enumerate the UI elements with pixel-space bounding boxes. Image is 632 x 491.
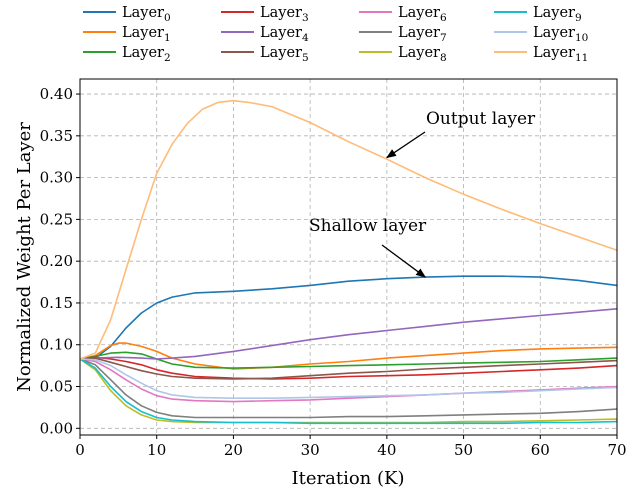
legend-label: Layer9: [533, 5, 582, 24]
legend-entry-layer3: Layer3: [221, 5, 309, 24]
legend-entry-layer11: Layer11: [494, 45, 588, 64]
series-line-layer6: [79, 358, 618, 403]
series-line-layer11: [79, 99, 618, 360]
series-line-layer10: [79, 358, 618, 399]
legend-entry-layer0: Layer0: [83, 5, 171, 24]
x-tick-label: 10: [147, 441, 166, 459]
legend-label: Layer4: [260, 25, 309, 44]
legend-label: Layer8: [398, 45, 447, 64]
x-tick-label: 0: [75, 441, 85, 459]
y-axis-label: Normalized Weight Per Layer: [14, 122, 35, 392]
series-layer: [79, 99, 618, 425]
legend-label: Layer1: [122, 25, 171, 44]
x-tick-label: 60: [531, 441, 550, 459]
legend-label: Layer5: [260, 45, 309, 64]
series-line-layer5: [79, 357, 618, 380]
axis-ticks: 0 10 20 30 40 50 60 70 0.00 0.05 0.10 0.15 0.20 0.25 0…: [40, 85, 627, 459]
legend-label: Layer10: [533, 25, 588, 44]
x-tick-label: 40: [377, 441, 396, 459]
legend-entry-layer2: Layer2: [83, 45, 171, 64]
legend-label: Layer0: [122, 5, 171, 24]
legend-entry-layer5: Layer5: [221, 45, 309, 64]
x-tick-label: 70: [607, 441, 626, 459]
legend-entry-layer10: Layer10: [494, 25, 588, 44]
annotation-shallow-layer: Shallow layer: [309, 216, 427, 236]
series-line-layer2: [79, 351, 618, 369]
grid: [79, 79, 618, 435]
y-tick-label: 0.20: [40, 252, 73, 270]
y-tick-label: 0.05: [40, 378, 73, 396]
y-tick-label: 0.15: [40, 294, 73, 312]
legend-label: Layer3: [260, 5, 309, 24]
legend-label: Layer11: [533, 45, 588, 64]
x-axis-label: Iteration (K): [292, 468, 405, 489]
y-tick-label: 0.25: [40, 210, 73, 228]
x-tick-label: 30: [301, 441, 320, 459]
y-tick-label: 0.40: [40, 85, 73, 103]
plot-frame: [79, 78, 618, 436]
y-tick-label: 0.35: [40, 127, 73, 145]
legend-label: Layer2: [122, 45, 171, 64]
annotation-arrow: [381, 244, 427, 278]
legend-entry-layer1: Layer1: [83, 25, 171, 44]
annotations: Output layer Shallow layer: [309, 109, 536, 278]
x-tick-label: 50: [454, 441, 473, 459]
legend-label: Layer6: [398, 5, 447, 24]
series-line-layer0: [79, 275, 618, 360]
legend-entry-layer9: Layer9: [494, 5, 582, 24]
legend-entry-layer4: Layer4: [221, 25, 309, 44]
legend-entry-layer6: Layer6: [359, 5, 447, 24]
y-tick-label: 0.00: [40, 419, 73, 437]
legend-entry-layer7: Layer7: [359, 25, 447, 44]
series-line-layer9: [79, 358, 618, 425]
legend-entry-layer8: Layer8: [359, 45, 447, 64]
series-line-layer4: [79, 308, 618, 360]
x-tick-label: 20: [224, 441, 243, 459]
y-tick-label: 0.10: [40, 336, 73, 354]
annotation-arrow: [386, 131, 426, 159]
series-line-layer7: [79, 358, 618, 419]
y-tick-label: 0.30: [40, 169, 73, 187]
annotation-output-layer: Output layer: [426, 109, 536, 129]
legend-label: Layer7: [398, 25, 447, 44]
